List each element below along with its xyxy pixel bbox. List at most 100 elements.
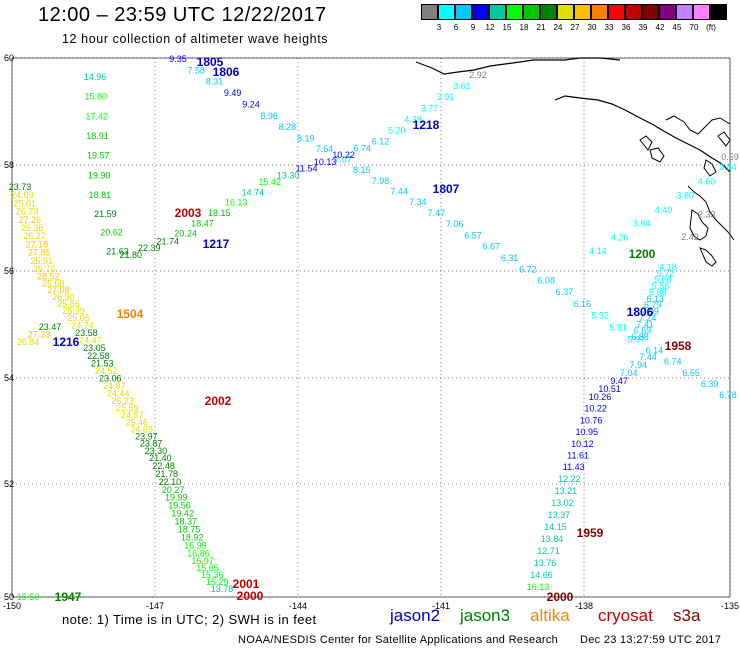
timestamp: Dec 23 13:27:59 UTC 2017 — [580, 634, 722, 646]
lat-tick-label: 58 — [4, 160, 14, 170]
legend-jason3: jason3 — [460, 606, 511, 625]
wave-height-value: 6.78 — [719, 390, 737, 400]
wave-height-value: 5.58 — [652, 281, 670, 291]
wave-height-value: 20.24 — [174, 229, 197, 239]
wave-height-value: 20.27 — [162, 485, 185, 495]
wave-height-value: 14.15 — [544, 522, 567, 532]
wave-height-value: 16.13 — [527, 582, 550, 592]
scale-label: 3 — [436, 23, 442, 32]
wave-height-value: 5.72 — [657, 268, 675, 278]
pass-time-label: 2000 — [237, 589, 264, 603]
wave-height-value: 4.39 — [404, 114, 422, 124]
pass-time-label: 2001 — [233, 577, 260, 591]
wave-height-value: 25.01 — [14, 198, 37, 208]
wave-height-value: 6.72 — [519, 264, 537, 274]
wave-height-value: 24.52 — [95, 366, 118, 376]
wave-height-value: 21.40 — [149, 453, 172, 463]
wave-height-value: 27.18 — [26, 240, 49, 250]
wave-height-value: 15.29 — [206, 577, 229, 587]
scale-label: 45 — [672, 23, 682, 32]
lat-tick-label: 52 — [4, 479, 14, 489]
wave-height-value: 5.88 — [649, 288, 667, 298]
pass-time-label: 1217 — [203, 237, 230, 251]
legend-altika: altika — [530, 606, 570, 625]
wave-height-value: 7.07 — [334, 155, 352, 165]
wave-height-value: 15.50 — [17, 592, 40, 602]
pass-time-label: 1504 — [117, 307, 144, 321]
scale-swatch — [659, 4, 676, 20]
scale-label: 18 — [519, 23, 529, 32]
wave-height-value: 3.84 — [719, 162, 737, 172]
wave-height-value: 10.13 — [314, 157, 337, 167]
wave-height-value: 8.96 — [260, 111, 278, 121]
wave-height-value: 16.97 — [191, 556, 214, 566]
wave-height-value: 27.08 — [47, 285, 70, 295]
wave-height-value: 4.18 — [659, 262, 677, 272]
lon-tick-label: -138 — [575, 601, 593, 611]
scale-swatch — [540, 4, 557, 20]
coastline — [415, 57, 735, 267]
lon-tick-label: -144 — [289, 601, 307, 611]
wave-height-value: 23.87 — [140, 439, 163, 449]
wave-height-value: 27.23 — [28, 330, 51, 340]
wave-height-value: 4.60 — [698, 176, 716, 186]
scale-swatch — [421, 4, 438, 20]
scale-label: 36 — [621, 23, 631, 32]
chart-title: 12:00 – 23:59 UTC 12/22/2017 — [38, 4, 327, 26]
wave-height-value: 19.42 — [171, 509, 194, 519]
wave-height-value: 11.61 — [567, 451, 589, 461]
wave-height-value: 18.81 — [89, 190, 112, 200]
wave-height-value: 7.47 — [428, 208, 446, 218]
pass-time-label: 2002 — [205, 394, 232, 408]
wave-height-value: 20.62 — [100, 228, 123, 238]
pass-time-label: 1806 — [627, 305, 654, 319]
wave-height-value: 6.14 — [646, 346, 664, 356]
pass-time-label: 2000 — [547, 590, 574, 604]
wave-height-value: 14.96 — [84, 72, 107, 82]
wave-height-value: 3.84 — [633, 219, 651, 229]
wave-height-value: 4.40 — [655, 205, 673, 215]
wave-height-value: 25.91 — [30, 256, 53, 266]
wave-height-value: 13.78 — [211, 584, 234, 594]
wave-height-value: 26.90 — [52, 292, 75, 302]
wave-height-value: 6.88 — [631, 332, 649, 342]
wave-height-value: 8.15 — [353, 165, 371, 175]
wave-height-value: 18.15 — [208, 208, 231, 218]
wave-height-value: 11.43 — [563, 462, 585, 472]
wave-height-value: 7.06 — [446, 219, 464, 229]
wave-height-value: 6.79 — [644, 300, 662, 310]
wave-height-value: 15.42 — [258, 177, 281, 187]
wave-height-value: 0.59 — [721, 152, 739, 162]
wave-height-marks: 9.357.588.319.499.248.968.288.197.647.07… — [9, 54, 739, 604]
lon-tick-label: -135 — [721, 601, 739, 611]
wave-height-value: 24.87 — [103, 381, 126, 391]
wave-height-value: 24.09 — [11, 190, 34, 200]
wave-height-value: 25.59 — [116, 403, 139, 413]
scale-swatch — [557, 4, 574, 20]
wave-height-value: 5.20 — [388, 126, 406, 136]
credit-line: NOAA/NESDIS Center for Satellite Applica… — [238, 634, 559, 646]
wave-height-value: 22.58 — [87, 351, 110, 361]
scale-swatch — [591, 4, 608, 20]
axis-labels: -150 -147 -144 -141 -138 -135 60 58 56 54 52 50 — [3, 53, 739, 611]
wave-height-value: 7.98 — [372, 176, 390, 186]
wave-height-value: 6.12 — [372, 137, 390, 147]
pass-time-label: 1959 — [577, 526, 604, 540]
scale-swatch — [523, 4, 540, 20]
pass-time-label: 1218 — [413, 118, 440, 132]
wave-height-value: 24.44 — [107, 389, 130, 399]
pass-time-label: 1807 — [433, 182, 460, 196]
wave-height-value: 6.74 — [353, 144, 371, 154]
wave-height-value: 26.73 — [16, 207, 39, 217]
wave-height-value: 7.94 — [630, 360, 648, 370]
wave-height-value: 13.21 — [555, 486, 578, 496]
wave-height-value: 18.47 — [191, 218, 214, 228]
wave-height-value: 21.80 — [120, 250, 143, 260]
scale-swatch — [455, 4, 472, 20]
wave-height-value: 23.97 — [135, 432, 158, 442]
wave-height-value: 3.91 — [437, 92, 455, 102]
pass-time-label: 1947 — [55, 590, 82, 604]
wave-height-value: 12.22 — [558, 474, 581, 484]
wave-height-value: 24.87 — [121, 410, 144, 420]
wave-height-value: 10.51 — [598, 384, 621, 394]
